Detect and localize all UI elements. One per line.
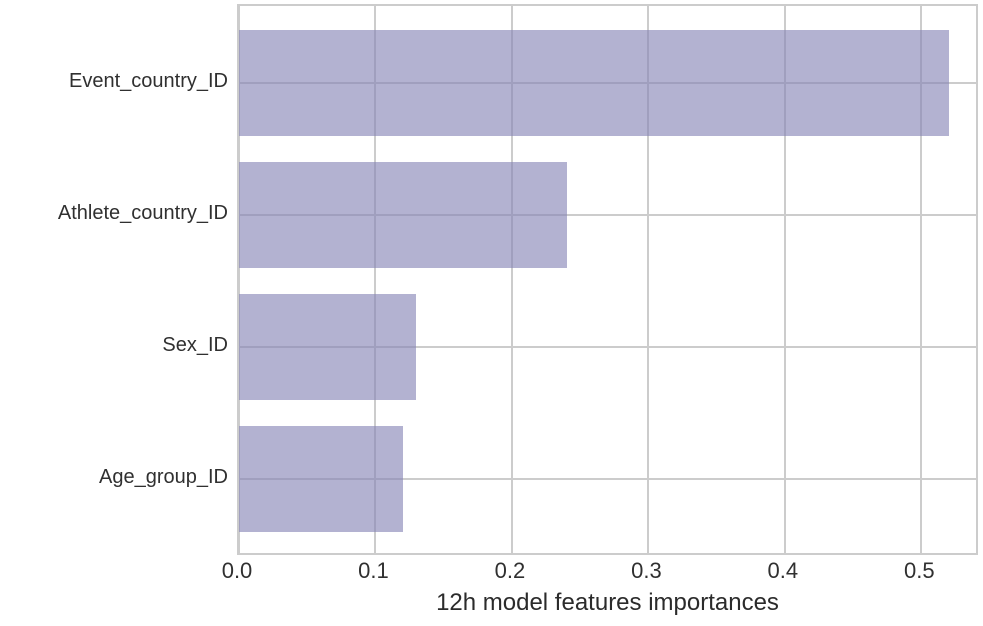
x-tick-label: 0.0 <box>221 558 253 583</box>
y-tick-label: Event_country_ID <box>69 70 228 92</box>
y-gridline <box>239 346 976 348</box>
x-gridline <box>374 6 376 553</box>
x-tick-label: 0.3 <box>631 558 662 583</box>
x-gridline <box>647 6 649 553</box>
y-gridline <box>239 478 976 480</box>
x-axis-label: 12h model features importances <box>436 589 779 616</box>
y-tick-label: Age_group_ID <box>99 466 228 488</box>
x-tick-label: 0.4 <box>767 558 799 583</box>
y-gridline <box>239 214 976 216</box>
bar-age_group_id <box>239 426 403 532</box>
x-tick-label: 0.2 <box>494 558 526 583</box>
bar-athlete_country_id <box>239 162 567 268</box>
x-gridline <box>238 6 240 553</box>
x-tick-label: 0.5 <box>904 558 935 583</box>
x-tick-label: 0.1 <box>358 558 389 583</box>
y-tick-label: Athlete_country_ID <box>57 202 228 224</box>
x-gridline <box>920 6 922 553</box>
bar-sex_id <box>239 294 416 400</box>
y-tick-label: Sex_ID <box>162 334 228 356</box>
bar-event_country_id <box>239 30 949 136</box>
x-gridline <box>784 6 786 553</box>
plot-area <box>237 4 978 555</box>
x-gridline <box>511 6 513 553</box>
